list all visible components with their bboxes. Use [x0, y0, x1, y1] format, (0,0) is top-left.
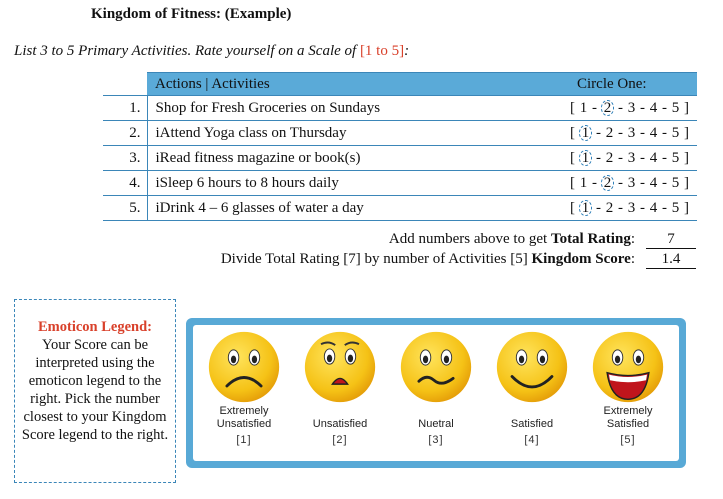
rating-option-5[interactable]: 5	[671, 149, 680, 166]
emoticon-label-text: Nuetral	[418, 418, 454, 430]
table-row: 2. iAttend Yoga class on Thursday[ 1 - 2 …	[103, 120, 697, 146]
total-rating-value: 7	[646, 231, 696, 249]
neutral-face-icon	[389, 329, 483, 405]
emoticon-label-text: Satisfied	[510, 418, 554, 430]
emoticon-index: [4]	[524, 434, 540, 446]
rating-scale: [ 1 - 2 - 3 - 4 - 5 ]	[551, 95, 697, 121]
row-number: 2.	[103, 120, 148, 146]
rating-option-4[interactable]: 4	[649, 174, 658, 191]
instructions-colon: :	[404, 43, 410, 59]
activity-text: iSleep 6 hours to 8 hours daily	[147, 170, 551, 196]
total-rating-text: Add numbers above to get	[388, 231, 551, 247]
emoticon-index: [1]	[236, 434, 252, 446]
emoticon-legend-box: Emoticon Legend: Your Score can be inter…	[14, 299, 176, 483]
rating-option-2[interactable]: 2	[605, 149, 614, 166]
legend-body: Your Score can be interpreted using the …	[21, 337, 169, 443]
smile-face-icon	[485, 329, 579, 405]
rating-option-3[interactable]: 3	[627, 124, 636, 141]
kingdom-score-value: 1.4	[646, 251, 696, 269]
activities-table: Actions | Activities Circle One: 1. Shop …	[103, 72, 697, 221]
rating-option-4[interactable]: 4	[649, 149, 658, 166]
emoticon-panel: Extremely Unsatisfied [1] Unsatisfied [2] Nu…	[186, 318, 686, 468]
row-number: 5.	[103, 195, 148, 221]
selected-rating-2[interactable]: 2	[600, 99, 615, 116]
kingdom-score-colon: :	[630, 251, 635, 267]
shocked-face-icon	[293, 329, 387, 405]
rating-option-3[interactable]: 3	[627, 149, 636, 166]
emoticon-item: Extremely Satisfied [5]	[581, 325, 675, 446]
emoticon-label: Satisfied	[485, 405, 579, 431]
rating-column-header: Circle One:	[551, 72, 697, 96]
rating-option-5[interactable]: 5	[671, 174, 680, 191]
rating-scale: [ 1 - 2 - 3 - 4 - 5 ]	[551, 195, 697, 221]
activities-column-header: Actions | Activities	[147, 72, 551, 96]
activity-text: iAttend Yoga class on Thursday	[147, 120, 551, 146]
emoticon-label: Extremely Unsatisfied	[197, 405, 291, 431]
emoticon-label-text: Extremely Unsatisfied	[216, 405, 272, 430]
selected-rating-1[interactable]: 1	[578, 149, 593, 166]
emoticon-item: Nuetral [3]	[389, 325, 483, 446]
selected-rating-2[interactable]: 2	[600, 174, 615, 191]
rating-option-5[interactable]: 5	[671, 99, 680, 116]
row-number: 3.	[103, 145, 148, 171]
selected-rating-1[interactable]: 1	[578, 199, 593, 216]
emoticon-label-text: Unsatisfied	[312, 418, 368, 430]
emoticon-item: Satisfied [4]	[485, 325, 579, 446]
row-number: 4.	[103, 170, 148, 196]
kingdom-score-line: Divide Total Rating [7] by number of Act…	[221, 251, 635, 268]
emoticon-panel-inner: Extremely Unsatisfied [1] Unsatisfied [2] Nu…	[193, 325, 679, 461]
total-rating-colon: :	[630, 231, 635, 247]
emoticon-index: [3]	[428, 434, 444, 446]
rating-option-5[interactable]: 5	[671, 124, 680, 141]
rating-option-3[interactable]: 3	[627, 99, 636, 116]
rating-option-3[interactable]: 3	[627, 174, 636, 191]
instructions-text: List 3 to 5 Primary Activities. Rate you…	[14, 43, 360, 59]
emoticon-label-text: Extremely Satisfied	[603, 405, 653, 430]
row-number: 1.	[103, 95, 148, 121]
rating-option-5[interactable]: 5	[671, 199, 680, 216]
rating-option-2[interactable]: 2	[605, 124, 614, 141]
activity-text: iDrink 4 – 6 glasses of water a day	[147, 195, 551, 221]
number-column-header	[103, 72, 147, 96]
emoticon-label: Nuetral	[389, 405, 483, 431]
rating-scale: [ 1 - 2 - 3 - 4 - 5 ]	[551, 120, 697, 146]
table-row: 1. Shop for Fresh Groceries on Sundays[ 1…	[103, 95, 697, 121]
emoticon-label: Extremely Satisfied	[581, 405, 675, 431]
very-sad-face-icon	[197, 329, 291, 405]
selected-rating-1[interactable]: 1	[578, 124, 593, 141]
big-grin-face-icon	[581, 329, 675, 405]
emoticon-label: Unsatisfied	[293, 405, 387, 431]
total-rating-label: Total Rating	[550, 231, 631, 247]
emoticon-item: Unsatisfied [2]	[293, 325, 387, 446]
activity-text: Shop for Fresh Groceries on Sundays	[147, 95, 551, 121]
page-title: Kingdom of Fitness: (Example)	[91, 6, 292, 22]
table-row: 5. iDrink 4 – 6 glasses of water a day[ 1…	[103, 195, 697, 221]
rating-option-4[interactable]: 4	[649, 99, 658, 116]
total-rating-line: Add numbers above to get Total Rating:	[389, 231, 635, 248]
rating-option-4[interactable]: 4	[649, 199, 658, 216]
emoticon-index: [5]	[620, 434, 636, 446]
table-header-row: Actions | Activities Circle One:	[103, 72, 697, 96]
rating-option-1[interactable]: 1	[579, 174, 588, 191]
emoticon-index: [2]	[332, 434, 348, 446]
rating-option-1[interactable]: 1	[579, 99, 588, 116]
legend-title: Emoticon Legend:	[38, 319, 152, 335]
rating-option-4[interactable]: 4	[649, 124, 658, 141]
rating-option-3[interactable]: 3	[627, 199, 636, 216]
emoticon-item: Extremely Unsatisfied [1]	[197, 325, 291, 446]
kingdom-score-label: Kingdom Score	[531, 251, 631, 267]
scale-range: [1 to 5]	[359, 43, 405, 59]
rating-scale: [ 1 - 2 - 3 - 4 - 5 ]	[551, 170, 697, 196]
activity-text: iRead fitness magazine or book(s)	[147, 145, 551, 171]
rating-scale: [ 1 - 2 - 3 - 4 - 5 ]	[551, 145, 697, 171]
table-row: 3. iRead fitness magazine or book(s)[ 1 -…	[103, 145, 697, 171]
table-row: 4. iSleep 6 hours to 8 hours daily[ 1 - 2…	[103, 170, 697, 196]
kingdom-score-text: Divide Total Rating [7] by number of Act…	[220, 251, 532, 267]
instructions: List 3 to 5 Primary Activities. Rate you…	[14, 43, 409, 60]
rating-option-2[interactable]: 2	[605, 199, 614, 216]
